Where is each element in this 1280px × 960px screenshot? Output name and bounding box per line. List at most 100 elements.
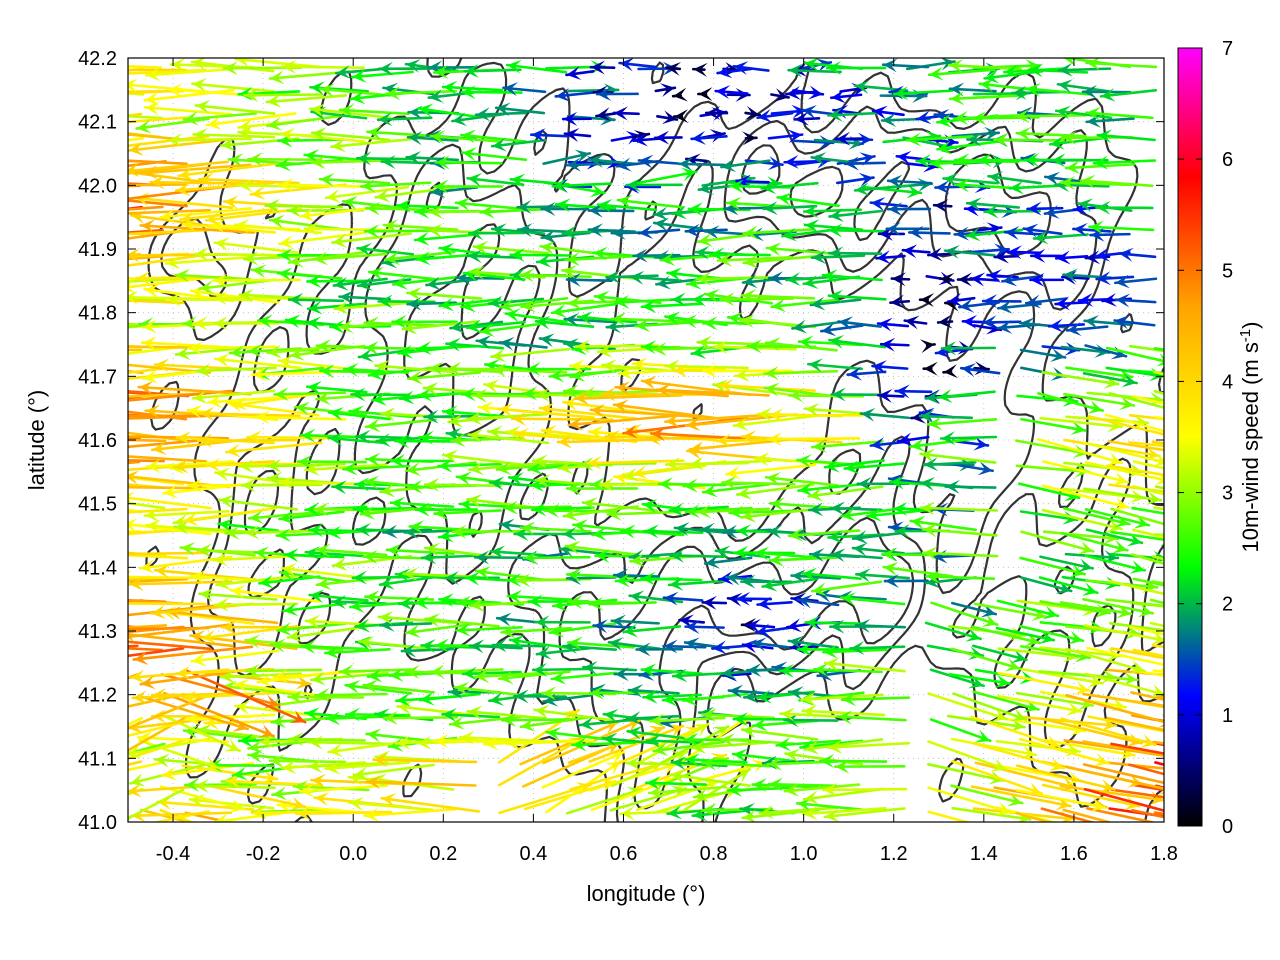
wind-arrow-shaft [1042, 460, 1130, 484]
wind-arrow [368, 266, 436, 281]
wind-arrow-shaft [1032, 233, 1089, 240]
wind-arrow-shaft [424, 546, 501, 559]
wind-arrow [128, 644, 139, 648]
wind-arrow-shaft [1110, 742, 1164, 755]
wind-arrow [273, 387, 346, 402]
wind-arrow [196, 433, 299, 448]
wind-arrow-head [226, 443, 241, 458]
wind-arrow-head [310, 103, 326, 118]
wind-arrow-shaft [827, 228, 888, 233]
wind-arrow-shaft [828, 338, 887, 349]
wind-arrow [128, 599, 144, 603]
wind-arrow-shaft [1054, 109, 1113, 120]
wind-arrow-head [305, 614, 321, 629]
wind-arrow-head [613, 399, 629, 414]
wind-arrow-head [1086, 106, 1101, 121]
wind-arrow-head [461, 298, 477, 313]
wind-arrow-head [507, 589, 523, 604]
wind-arrow-head [367, 125, 382, 140]
wind-arrow-head [213, 316, 228, 331]
wind-arrow-shaft [951, 806, 1032, 821]
wind-arrow-shaft [1065, 765, 1164, 791]
wind-arrow-head [239, 288, 254, 303]
wind-arrow-shaft [188, 798, 275, 810]
wind-arrow-shaft [806, 362, 863, 371]
wind-arrow-head [674, 522, 690, 537]
wind-arrow-head [1212, 418, 1227, 432]
wind-arrow-head [226, 774, 242, 789]
wind-arrow-head [258, 314, 273, 329]
wind-arrow [246, 430, 343, 445]
wind-arrow [948, 672, 1011, 689]
wind-arrow [382, 711, 459, 726]
wind-arrow-shaft [1059, 784, 1164, 802]
wind-arrow [184, 811, 234, 822]
wind-arrow-head [733, 61, 749, 75]
wind-arrow [889, 294, 911, 309]
wind-arrow-head [678, 157, 693, 172]
wind-arrow [950, 737, 1038, 760]
wind-arrow-shaft [840, 596, 906, 606]
wind-arrow [128, 761, 162, 772]
wind-arrow-head [507, 573, 522, 588]
wind-arrow [564, 252, 636, 267]
wind-arrow [128, 787, 144, 796]
wind-arrow [753, 546, 819, 561]
wind-arrow [742, 225, 815, 240]
wind-arrow-head [923, 546, 938, 561]
wind-arrow [145, 458, 235, 473]
wind-arrow [438, 242, 501, 258]
wind-arrow-shaft [187, 345, 277, 350]
wind-arrow-shaft [306, 302, 366, 311]
wind-arrow [490, 223, 546, 238]
wind-arrow-head [259, 574, 275, 589]
wind-arrow-head [1073, 222, 1088, 237]
wind-arrow-head [363, 549, 378, 564]
wind-arrow-head [621, 524, 636, 539]
wind-arrow-shaft [214, 357, 302, 370]
wind-arrow-head [1106, 518, 1122, 533]
wind-arrow-shaft [1154, 693, 1164, 699]
wind-arrow [971, 625, 1041, 647]
wind-arrow-shaft [545, 730, 613, 742]
wind-arrow-head [180, 210, 196, 225]
wind-arrow-shaft [767, 782, 837, 788]
wind-arrow-head [350, 599, 365, 613]
wind-arrow-head [1078, 292, 1094, 307]
wind-arrow-head [76, 337, 90, 351]
wind-arrow-shaft [566, 787, 644, 815]
wind-arrow-head [768, 271, 784, 286]
wind-arrow [563, 128, 592, 142]
wind-arrow-shaft [401, 320, 480, 331]
wind-arrow-head [1220, 511, 1235, 525]
wind-arrow-head [896, 150, 912, 165]
wind-arrow [128, 159, 167, 168]
wind-arrow-head [743, 274, 758, 289]
wind-arrow-shaft [424, 617, 500, 628]
wind-arrow-shaft [587, 601, 657, 606]
wind-arrow [741, 808, 820, 822]
wind-arrow [588, 724, 685, 763]
wind-arrow-shaft [531, 667, 590, 672]
wind-arrow-shaft [355, 156, 413, 161]
wind-arrow-head [430, 130, 446, 145]
colorbar-tick-label: 1 [1222, 705, 1233, 727]
wind-arrow [1036, 437, 1124, 466]
wind-arrow-shaft [324, 715, 392, 720]
wind-arrow [565, 272, 613, 287]
wind-arrow [324, 711, 392, 726]
wind-arrow-head [434, 734, 449, 749]
wind-arrow-head [314, 792, 330, 807]
wind-arrow-shaft [352, 507, 415, 511]
wind-arrow [128, 459, 165, 463]
wind-arrow-head [467, 411, 482, 426]
wind-arrow [460, 387, 527, 402]
wind-arrow-head [191, 58, 206, 71]
wind-arrow-shaft [466, 412, 548, 421]
wind-arrow-head [627, 726, 643, 740]
wind-arrow-shaft [128, 455, 208, 463]
wind-arrow-head [803, 275, 819, 290]
wind-arrow-head [191, 652, 207, 667]
wind-arrow-head [277, 799, 293, 814]
wind-arrow-shaft [635, 780, 720, 812]
